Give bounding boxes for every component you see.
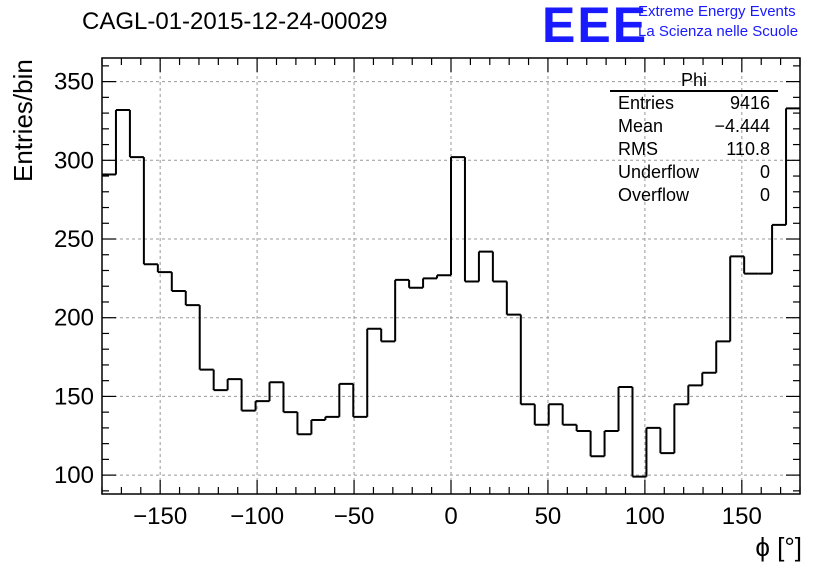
histogram-bin (645, 426, 661, 477)
y-tick-label: 150 (54, 383, 94, 410)
histogram-bin (198, 305, 214, 371)
histogram-bin (603, 430, 619, 457)
stats-value: 0 (759, 185, 770, 205)
stats-value: 110.8 (726, 139, 770, 159)
histogram-bin (673, 403, 689, 454)
x-tick-label: −150 (133, 503, 187, 530)
histogram-bin (729, 255, 745, 342)
histogram-bin (575, 424, 591, 433)
histogram-bin (184, 290, 200, 307)
histogram-bin (324, 415, 340, 421)
stats-label: Overflow (618, 185, 690, 205)
histogram-bin (394, 278, 410, 342)
histogram-bin (282, 382, 298, 414)
histogram-bin (170, 272, 186, 292)
histogram-bin (617, 385, 633, 432)
histogram-bin (477, 250, 493, 282)
histogram-bin (128, 109, 144, 159)
histogram-bin (226, 378, 242, 391)
chart-title: CAGL-01-2015-12-24-00029 (82, 8, 388, 35)
histogram-bin (310, 419, 326, 435)
eee-logo: EEE (542, 0, 649, 53)
histogram-bin (338, 382, 354, 417)
y-tick-label: 250 (54, 226, 94, 253)
histogram-bin (352, 383, 368, 418)
histogram-bin (268, 381, 284, 402)
histogram-bin (380, 328, 396, 343)
histogram-bin (561, 404, 577, 426)
histogram-bin (366, 327, 382, 417)
logo-caption: Extreme Energy Events La Scienza nelle S… (638, 2, 798, 42)
x-tick-label: 50 (535, 503, 562, 530)
x-axis-label: ϕ [°] (755, 532, 802, 562)
histogram-bin (519, 314, 535, 406)
x-tick-label: −50 (334, 503, 375, 530)
stats-label: Entries (618, 93, 675, 113)
histogram-bin (142, 157, 158, 266)
stats-row: Overflow 0 (610, 184, 778, 207)
histogram-bin (547, 403, 563, 425)
histogram-bin (240, 379, 256, 412)
stats-label: Underflow (618, 162, 700, 182)
histogram-bin (687, 384, 703, 405)
histogram-bin (156, 264, 172, 274)
histogram-bin (254, 400, 270, 411)
stats-value: 9416 (729, 93, 770, 113)
histogram-bin (659, 427, 675, 455)
x-tick-label: 100 (625, 503, 665, 530)
y-tick-label: 100 (54, 462, 94, 489)
y-axis-label: Entries/bin (8, 59, 38, 182)
stats-label: Mean (618, 116, 664, 136)
histogram-bin (436, 274, 451, 279)
x-tick-label: 150 (722, 503, 762, 530)
histogram-bin (296, 412, 312, 436)
histogram-bin (491, 251, 507, 283)
stats-label: RMS (618, 139, 658, 159)
stats-row: RMS 110.8 (610, 138, 778, 161)
logo-caption-line2: La Scienza nelle Scuole (638, 23, 799, 40)
histogram-bin (114, 108, 130, 175)
stats-row: Underflow 0 (610, 161, 778, 184)
histogram-bin (589, 431, 605, 458)
histogram-bin (715, 340, 731, 373)
histogram-bin (463, 157, 479, 283)
histogram-bin (422, 277, 438, 288)
histogram-bin (743, 256, 759, 275)
stats-row: Mean −4.444 (610, 115, 778, 138)
y-tick-label: 350 (54, 69, 94, 96)
histogram-bin (533, 404, 549, 426)
histogram-bin (408, 279, 424, 289)
x-tick-label: −100 (230, 503, 284, 530)
x-tick-label: 0 (444, 503, 457, 530)
logo-caption-line1: Extreme Energy Events (638, 3, 796, 20)
stats-value: 0 (759, 162, 770, 182)
histogram-bin (771, 223, 787, 274)
histogram-bin (701, 371, 717, 386)
stats-header: Phi (610, 70, 778, 92)
histogram-bin (212, 369, 228, 392)
histogram-bin (505, 281, 521, 316)
stats-box: Phi Entries 9416 Mean −4.444 RMS 110.8 Unde… (610, 70, 778, 207)
stats-row: Entries 9416 (610, 92, 778, 115)
histogram-bin (785, 107, 800, 225)
y-tick-label: 300 (54, 147, 94, 174)
histogram-bin (631, 386, 647, 478)
y-tick-label: 200 (54, 305, 94, 332)
histogram-bin (450, 156, 465, 276)
stats-value: −4.444 (714, 116, 770, 136)
